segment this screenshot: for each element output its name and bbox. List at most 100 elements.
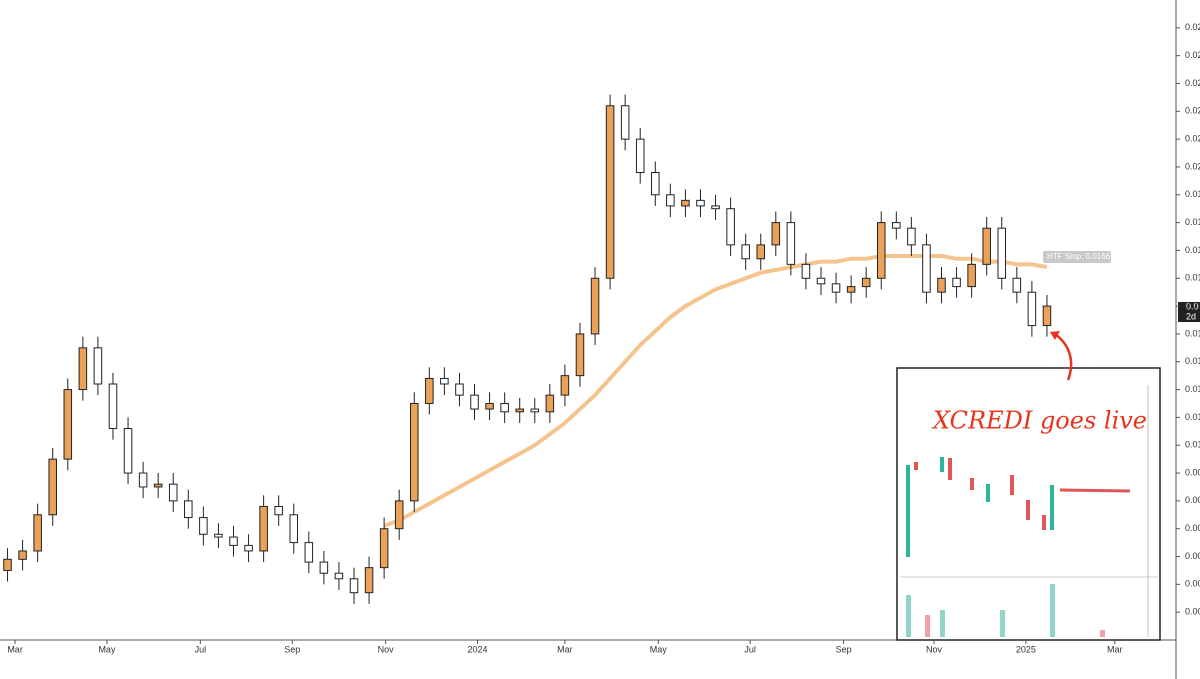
candle-body [846,286,856,293]
inset-candle [948,458,952,480]
y-tick-label: 0.025 [1185,22,1200,32]
candle-body [907,227,916,246]
candle-body [922,244,931,293]
interval-tag: 2d [1186,311,1196,321]
candle-body [620,105,630,140]
candle-body [952,277,961,288]
x-tick-label: Sep [284,644,300,654]
x-tick-label: May [98,644,116,654]
inset-volume [906,595,911,637]
y-tick-label: 0.02 [1185,161,1200,171]
y-tick-label: 0.009 [1185,467,1200,477]
candle-body [726,208,735,246]
candle-body [33,514,42,552]
candle-body [1042,305,1052,327]
candle-body [93,347,103,385]
candle-body [319,561,329,574]
candle-body [470,394,479,410]
candle-body [138,472,148,488]
inset-candle [1010,475,1014,495]
price-tag-box [1178,302,1200,322]
candle-body [681,199,690,207]
candle-body [711,205,720,210]
x-tick-label: Sep [836,644,852,654]
candle-body [168,483,178,502]
inset-volume [940,610,945,637]
candle-body [409,402,419,502]
x-tick-label: Mar [557,644,573,654]
y-tick-label: 0.016 [1185,273,1200,283]
plot-area [3,94,1052,604]
candle-body [651,172,660,196]
y-tick-label: 0.006 [1185,551,1200,561]
candle-body [123,428,133,474]
y-tick-label: 0.018 [1185,217,1200,227]
stop-label: HTF Stop: 0.0166 [1047,252,1111,261]
candle-body [876,222,886,279]
candle-body [364,567,374,594]
candle-body [259,505,268,552]
stop-label-box [1043,251,1111,263]
inset-candle [914,462,918,470]
candle-body [153,483,163,488]
candle-body [545,394,555,413]
candle-body [560,375,570,396]
candle-body [500,402,509,413]
y-tick-label: 0.013 [1185,356,1200,366]
candle-body [801,263,811,279]
y-tick-label: 0.022 [1185,106,1200,116]
x-tick-label: 2025 [1016,644,1036,654]
candle-body [816,277,826,285]
candle-body [1027,291,1037,327]
y-tick-label: 0.021 [1185,134,1200,144]
x-tick-label: Nov [378,644,395,654]
inset-candle [986,484,990,502]
candle-body [967,263,976,288]
candle-body [214,533,223,538]
candle-body [244,544,253,552]
candle-body [63,389,73,460]
x-tick-label: May [650,644,668,654]
inset-candle [970,478,974,490]
candle-body [515,408,524,413]
candle-body [666,194,675,207]
inset-volume [925,615,930,637]
candle-body [696,199,705,207]
x-tick-label: Nov [926,644,943,654]
candle-body [425,377,434,404]
candle-body [831,283,841,293]
candle-body [771,222,781,246]
inset: XCREDI goes live [896,367,1161,641]
y-tick-label: 0.008 [1185,495,1200,505]
candle-body [635,138,645,174]
y-tick-label: 0.015 [1185,300,1200,310]
candle-body [184,500,193,519]
candle-body [997,227,1007,279]
candle-body [349,578,359,594]
y-tick-label: 0.019 [1185,189,1200,199]
x-tick-label: Mar [1107,644,1123,654]
candle-body [485,402,494,410]
candle-body [199,517,208,535]
y-tick-label: 0.01 [1185,440,1200,450]
inset-flat [1059,488,1131,493]
y-tick-label: 0.017 [1185,245,1200,255]
candle-body [1012,277,1022,293]
candle-body [289,514,299,544]
candle-body [379,528,389,569]
inset-candle [1050,485,1054,530]
candle-body [741,244,750,260]
candle-body [937,277,946,293]
inset-candle [1042,515,1046,530]
candle-body [892,222,901,229]
candle-body [786,222,796,265]
candle-body [861,277,871,288]
y-tick-label: 0.014 [1185,328,1200,338]
y-tick-label: 0.004 [1185,607,1200,617]
candle-body [605,105,615,279]
candle-body [304,542,314,563]
inset-volume [1000,610,1005,637]
candle-body [334,572,344,580]
arrow-head [1050,331,1060,340]
